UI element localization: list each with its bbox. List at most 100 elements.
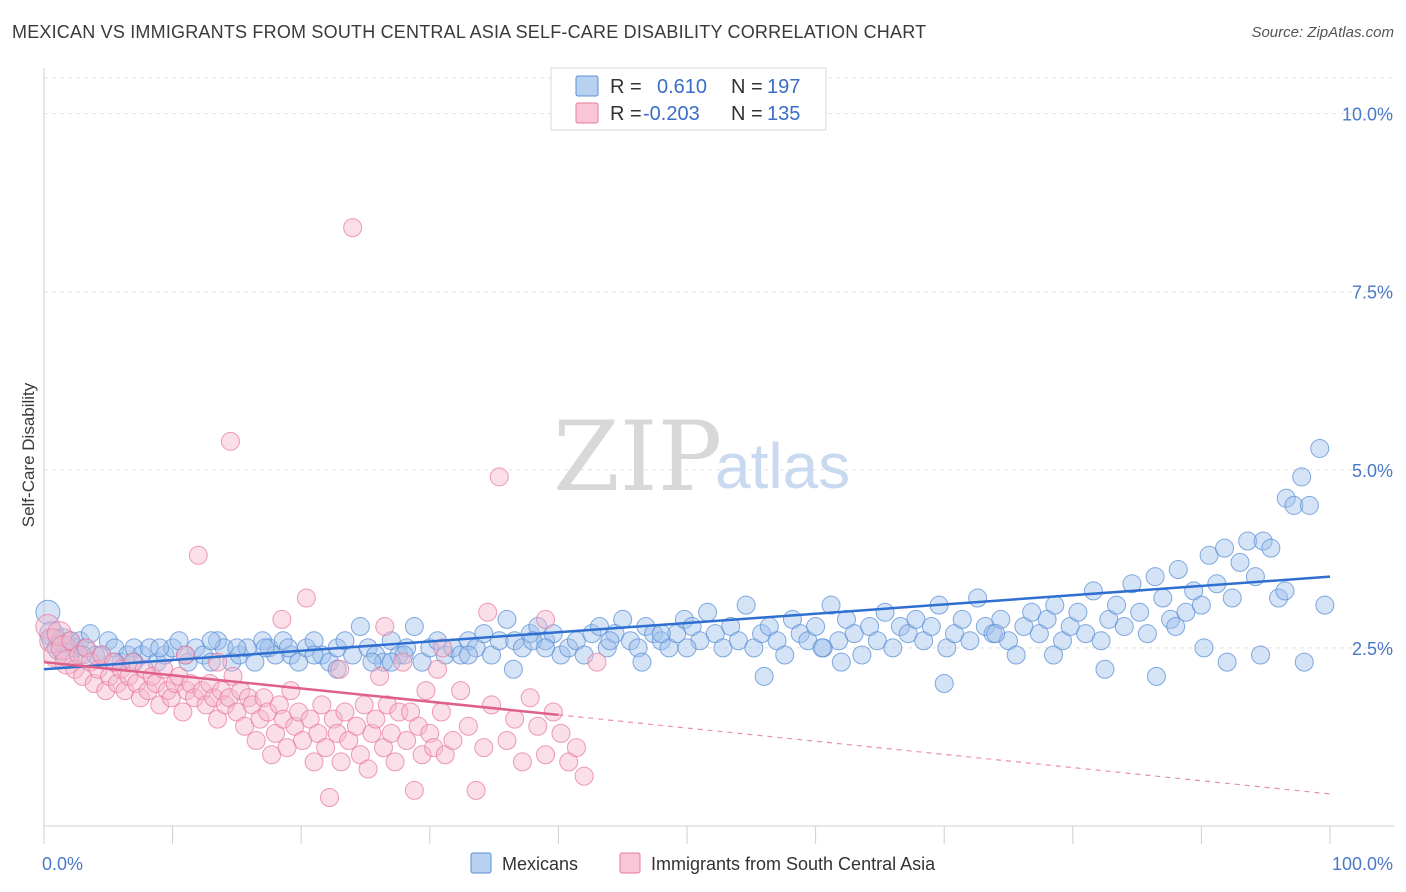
legend-n-label: N = [731,103,763,125]
mexicans-point [404,617,424,637]
mexicans-point [620,631,640,651]
immigrants-point [204,688,224,708]
immigrants-point [69,645,89,665]
immigrants-point [316,738,336,758]
mexicans-point [1199,545,1219,565]
immigrants-point [335,702,355,722]
mexicans-point [1251,645,1271,665]
immigrants-point [258,702,278,722]
mexicans-point [790,624,810,644]
mexicans-point [875,602,895,622]
immigrants-point [281,681,301,701]
mexicans-point [169,631,189,651]
mexicans-point [1107,595,1127,615]
immigrants-point [343,218,363,238]
mexicans-point [1222,588,1242,608]
immigrants-point [443,731,463,751]
immigrants-point [385,752,405,772]
mexicans-point [651,631,671,651]
y-tick-label: 2.5% [1352,639,1393,659]
mexicans-point [1194,638,1214,658]
mexicans-point [1176,602,1196,622]
immigrants-point [192,681,212,701]
immigrants-point [262,745,282,765]
mexicans-point [1269,588,1289,608]
immigrants-point [433,638,453,658]
mexicans-point [829,631,849,651]
mexicans-point [374,652,394,672]
immigrants-point [377,695,397,715]
mexicans-point [1006,645,1026,665]
mexicans-point [1168,560,1188,580]
immigrants-point [273,709,293,729]
mexicans-point [1114,617,1134,637]
mexicans-point [1045,595,1065,615]
immigrants-point [431,702,451,722]
mexicans-point [752,624,772,644]
mexicans-point [677,638,697,658]
mexicans-point [632,652,652,672]
x-tick-label-start: 0.0% [42,854,83,874]
mexicans-point [628,638,648,658]
immigrants-point [96,681,116,701]
mexicans-point [986,624,1006,644]
immigrants-point [536,609,556,629]
mexicans-point [358,638,378,658]
mexicans-point [253,631,273,651]
mexicans-point [651,624,671,644]
mexicans-point [1083,581,1103,601]
y-tick-labels: 2.5% 5.0% 7.5% 10.0% [1342,105,1393,659]
mexicans-point [458,631,478,651]
mexicans-point [812,638,832,658]
mexicans-point [186,638,206,658]
immigrants-point [404,780,424,800]
immigrants-point [277,738,297,758]
immigrants-point [482,695,502,715]
immigrants-point [181,674,201,694]
immigrants-point [428,659,448,679]
immigrants-point [346,716,366,736]
chart-title: MEXICAN VS IMMIGRANTS FROM SOUTH CENTRAL… [12,22,927,42]
gridlines [44,77,1394,649]
immigrants-point [474,738,494,758]
mexicans-point [551,645,571,665]
immigrants-point [46,621,72,647]
immigrants-point [574,766,594,786]
mexicans-point [1153,588,1173,608]
mexicans-point [201,631,221,651]
mexicans-point [1068,602,1088,622]
immigrants-point [370,666,390,686]
immigrants-point [138,681,158,701]
mexicans-point [698,602,718,622]
legend-label-immigrants: Immigrants from South Central Asia [651,854,936,874]
immigrants-point [375,617,395,637]
immigrants-point [458,716,478,736]
immigrants-point [84,674,104,694]
mexicans-point [227,638,247,658]
legend-n-value: 197 [767,76,800,98]
mexicans-point [1253,531,1273,551]
immigrants-point [35,614,61,640]
legend-swatch-immigrants [619,852,641,874]
immigrants-point [566,738,586,758]
legend-r-label: R = [610,103,642,125]
mexicans-point [600,631,620,651]
series-legend: Mexicans Immigrants from South Central A… [470,852,936,874]
immigrants-point [235,716,255,736]
immigrants-point [188,545,208,565]
immigrants-point [416,681,436,701]
mexicans-point [124,638,144,658]
mexicans-point [1230,552,1250,572]
mexicans-point [952,609,972,629]
immigrants-point [424,738,444,758]
mexicans-point [559,638,579,658]
immigrants-point [354,695,374,715]
mexicans-point [906,609,926,629]
mexicans-point [590,617,610,637]
immigrants-point [358,759,378,779]
mexicans-point [890,617,910,637]
immigrants-point [296,588,316,608]
immigrants-point [100,666,120,686]
immigrants-point [420,723,440,743]
mexicans-point [222,652,242,672]
